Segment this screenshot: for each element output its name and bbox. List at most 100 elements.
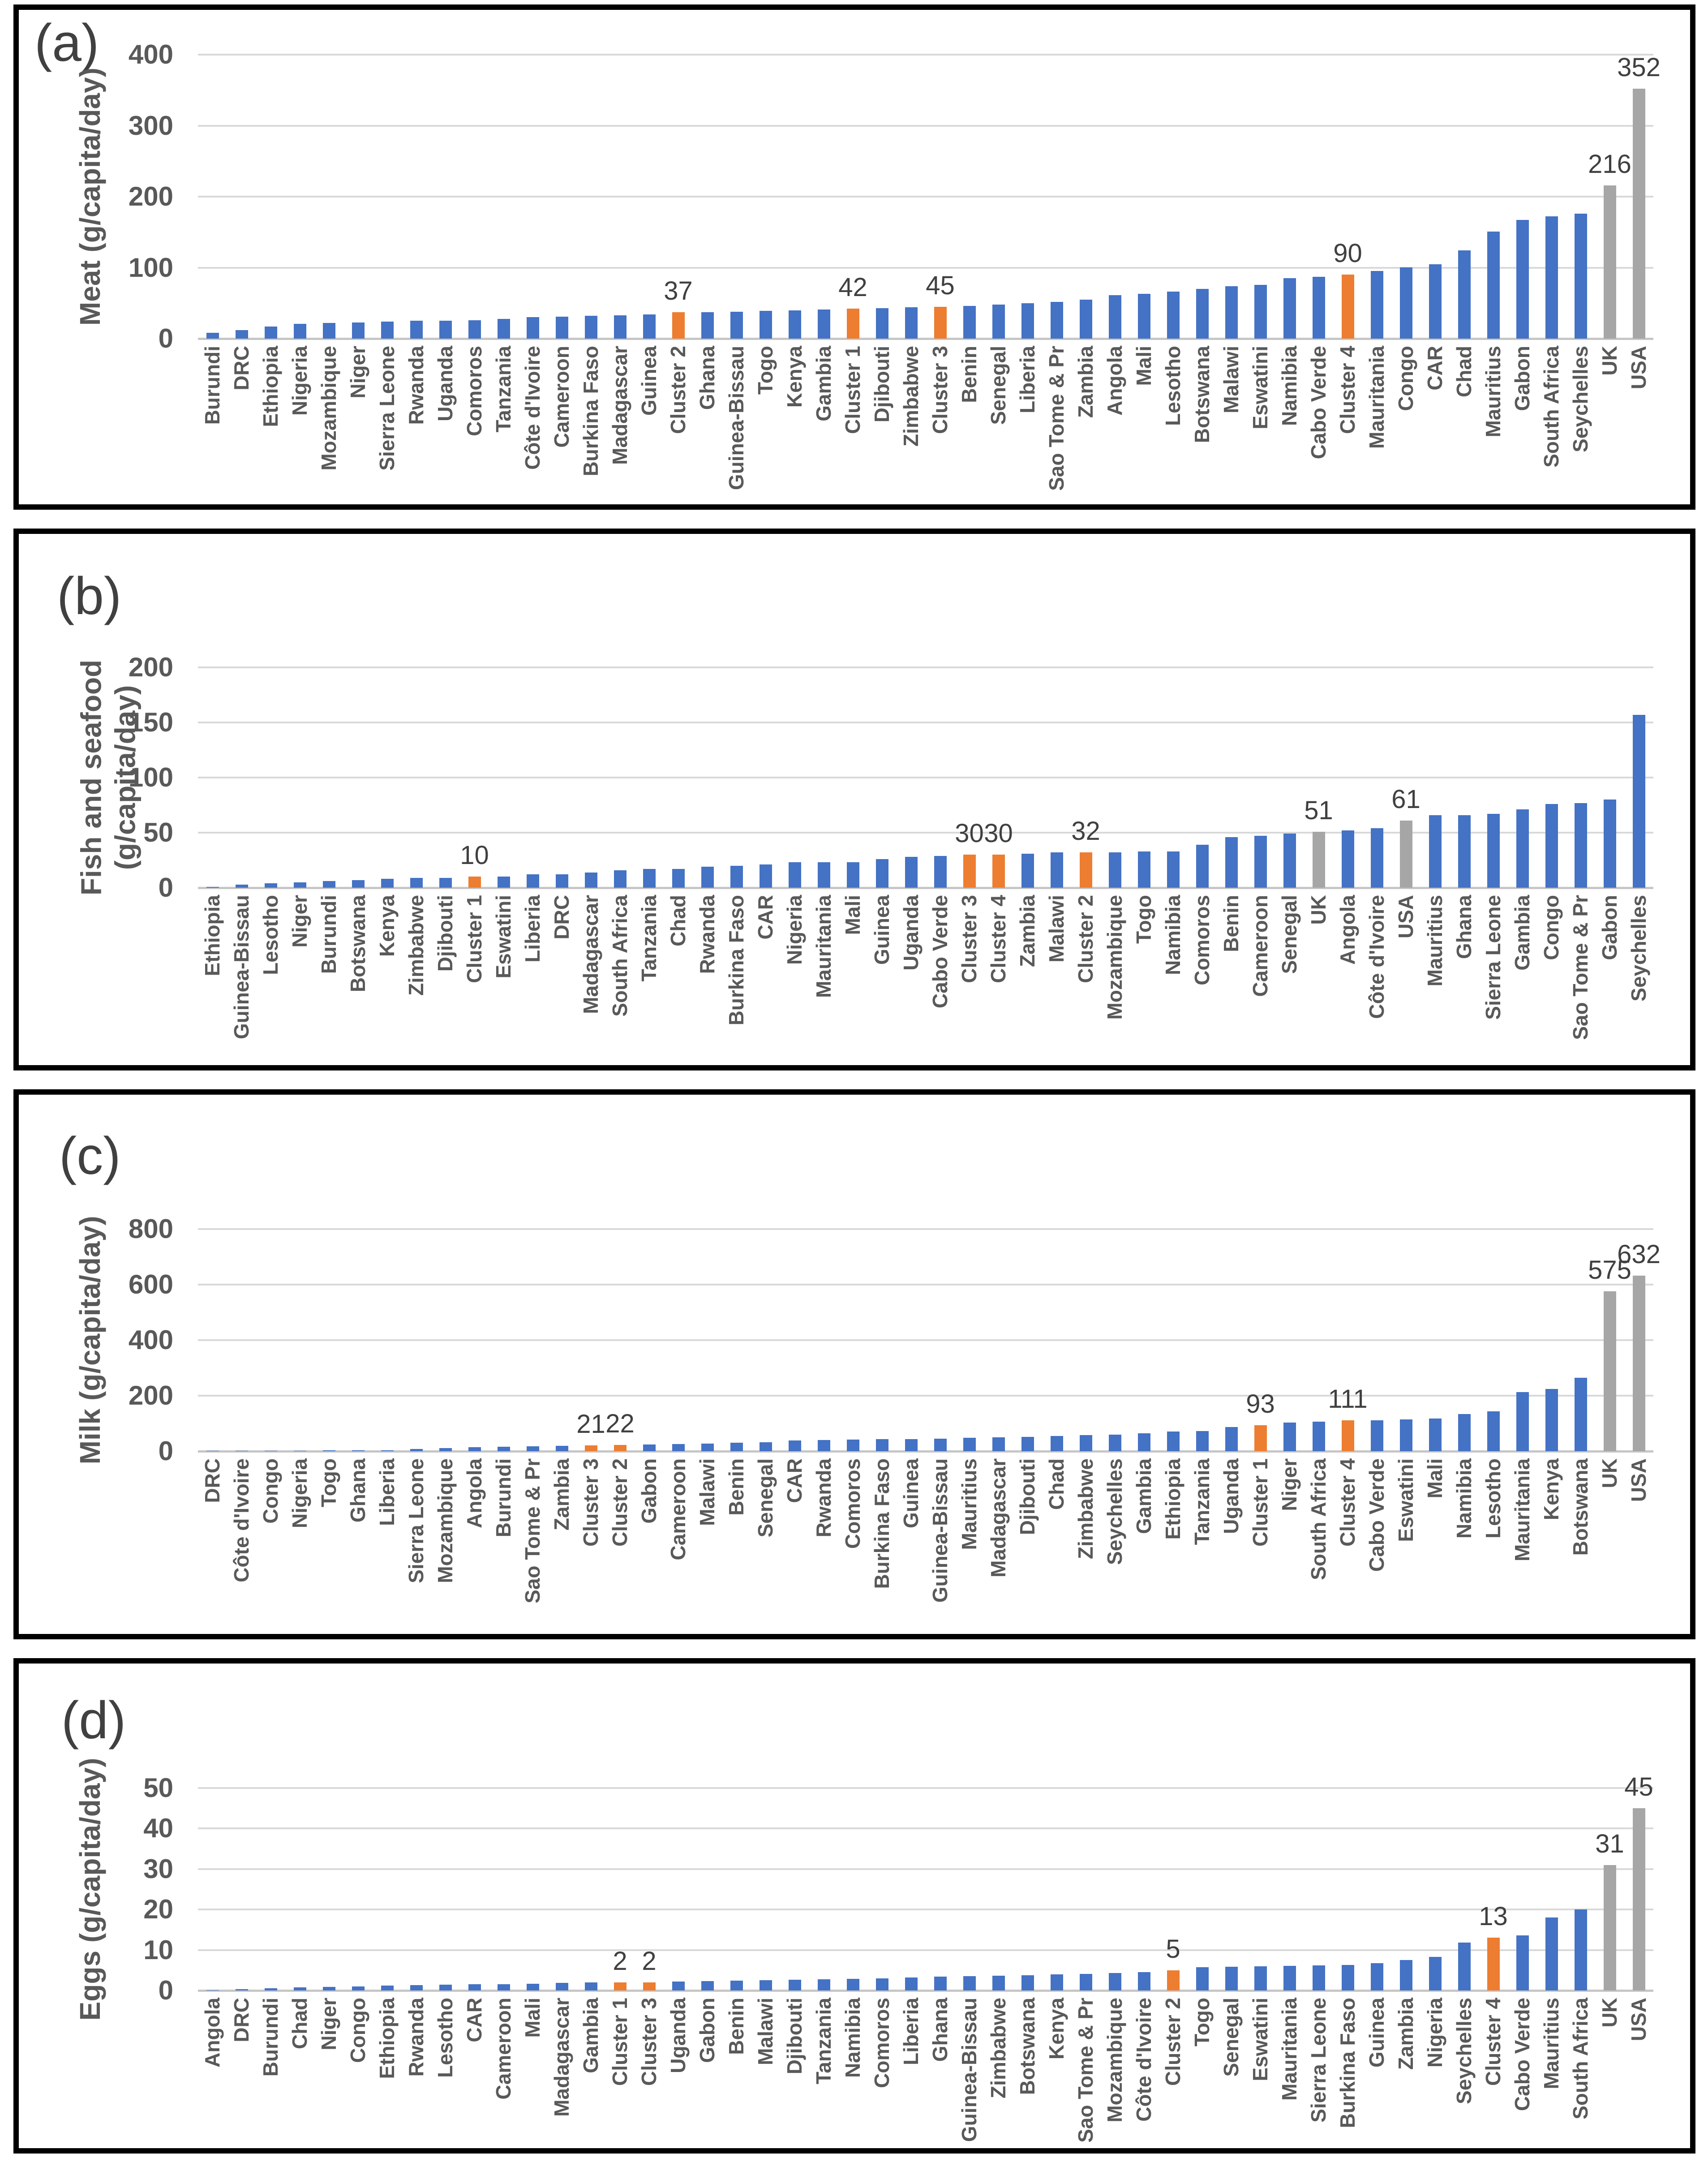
bar	[1458, 1943, 1471, 1990]
x-category-label: Comoros	[463, 346, 486, 436]
gridline	[198, 666, 1653, 668]
bar	[1487, 814, 1500, 888]
x-label-wrap: Sao Tome & Pr	[1566, 895, 1595, 1062]
x-category-label: Senegal	[1219, 1998, 1243, 2077]
x-label-wrap: Cluster 1	[1246, 1458, 1275, 1631]
x-label-wrap: Comoros	[838, 1458, 867, 1631]
bar	[264, 883, 277, 888]
bar	[1167, 1432, 1180, 1451]
x-label-wrap: Togo	[751, 346, 780, 502]
x-category-label: Burkina Faso	[870, 1458, 894, 1589]
x-label-wrap: Sierra Leone	[402, 1458, 431, 1631]
bar	[672, 869, 685, 888]
bar	[1516, 220, 1529, 339]
x-label-wrap: Congo	[343, 1998, 373, 2145]
bar	[468, 1447, 481, 1451]
x-category-label: Mali	[1132, 346, 1156, 386]
bar	[264, 1988, 277, 1990]
x-category-label: Togo	[754, 346, 777, 395]
x-category-label: Sierra Leone	[1481, 895, 1505, 1020]
bar	[1312, 277, 1325, 339]
x-label-wrap: Gabon	[1595, 895, 1624, 1062]
y-tick-label: 40	[143, 1813, 173, 1843]
x-category-label: Angola	[1103, 346, 1127, 416]
x-label-wrap: Cameroon	[489, 1998, 518, 2145]
bar	[1603, 1865, 1616, 1990]
x-category-label: Botswana	[1016, 1998, 1039, 2095]
y-tick-label: 200	[128, 1380, 173, 1410]
x-label-wrap: Zimbabwe	[1071, 1458, 1100, 1631]
bar	[1458, 815, 1471, 888]
x-label-wrap: Djibouti	[1013, 1458, 1042, 1631]
x-label-wrap: Kenya	[1042, 1998, 1071, 2145]
x-label-wrap: Tanzania	[1188, 1458, 1217, 1631]
x-label-wrap: Zimbabwe	[984, 1998, 1013, 2145]
x-label-wrap: Chad	[1450, 346, 1479, 502]
x-label-wrap: Malawi	[751, 1998, 780, 2145]
x-label-wrap: Cabo Verde	[1508, 1998, 1537, 2145]
bar	[1429, 1957, 1442, 1990]
bar	[1225, 837, 1238, 888]
x-label-wrap: Botswana	[1013, 1998, 1042, 2145]
bar	[352, 1986, 365, 1990]
x-category-label: Ghana	[928, 1998, 952, 2062]
x-category-label: Guinea	[1365, 1998, 1389, 2068]
bar	[584, 1982, 597, 1990]
x-label-wrap: Liberia	[897, 1998, 926, 2145]
x-category-label: Congo	[1394, 346, 1418, 411]
bar	[1632, 1276, 1645, 1451]
x-category-label: Tanzania	[492, 346, 515, 433]
bar	[410, 1449, 423, 1451]
x-label-wrap: Seychelles	[1566, 346, 1595, 502]
x-label-wrap: CAR	[460, 1998, 489, 2145]
bar	[1021, 1437, 1034, 1451]
x-category-label: Cabo Verde	[1365, 1458, 1389, 1572]
x-label-wrap: Niger	[314, 1998, 343, 2145]
x-category-label: Cameroon	[666, 1458, 690, 1560]
x-category-label: Gambia	[579, 1998, 603, 2073]
x-category-label: Namibia	[1161, 895, 1185, 975]
x-category-label: Rwanda	[404, 1998, 428, 2077]
bar	[875, 1978, 888, 1990]
y-tick-label: 800	[128, 1214, 173, 1244]
x-label-wrap: Namibia	[1159, 895, 1188, 1062]
bar-value-label: 575	[1588, 1255, 1631, 1285]
x-category-label: Niger	[1278, 1458, 1301, 1511]
x-label-wrap: Sao Tome & Pr	[518, 1458, 547, 1631]
x-category-label: Burundi	[492, 1458, 515, 1538]
x-label-wrap: DRC	[227, 346, 256, 502]
bar	[759, 311, 772, 339]
x-category-label: Botswana	[346, 895, 370, 993]
x-label-wrap: Eswatini	[1246, 346, 1275, 502]
x-category-label: Tanzania	[1190, 1458, 1214, 1545]
panel-letter: (a)	[34, 13, 99, 73]
x-label-wrap: Angola	[1333, 895, 1362, 1062]
x-label-wrap: Benin	[722, 1998, 751, 2145]
bar	[672, 1982, 685, 1990]
bar	[963, 306, 976, 339]
bar	[1341, 830, 1354, 888]
x-category-label: Kenya	[1540, 1458, 1563, 1521]
x-label-wrap: Angola	[460, 1458, 489, 1631]
x-label-wrap: Cluster 1	[838, 346, 867, 502]
x-category-label: Cluster 4	[1481, 1998, 1505, 2086]
bar-value-label: 30	[984, 819, 1013, 848]
bar	[643, 314, 656, 339]
x-label-wrap: Cluster 4	[1333, 1458, 1362, 1631]
x-category-label: Ghana	[346, 1458, 370, 1523]
x-category-label: Seychelles	[1452, 1998, 1476, 2104]
x-label-wrap: Nigeria	[780, 895, 809, 1062]
x-category-label: Tanzania	[637, 895, 661, 982]
bar	[614, 315, 627, 339]
x-category-label: Botswana	[1569, 1458, 1592, 1556]
x-label-wrap: Burundi	[256, 1998, 285, 2145]
bar	[410, 878, 423, 888]
x-label-wrap: Gambia	[576, 1998, 605, 2145]
bar	[381, 322, 394, 339]
x-label-wrap: Sao Tome & Pr	[1042, 346, 1071, 502]
bar	[846, 862, 859, 888]
bar	[1108, 1435, 1121, 1451]
bar	[1399, 1419, 1412, 1451]
bar	[1108, 852, 1121, 888]
x-label-wrap: USA	[1624, 1998, 1653, 2145]
